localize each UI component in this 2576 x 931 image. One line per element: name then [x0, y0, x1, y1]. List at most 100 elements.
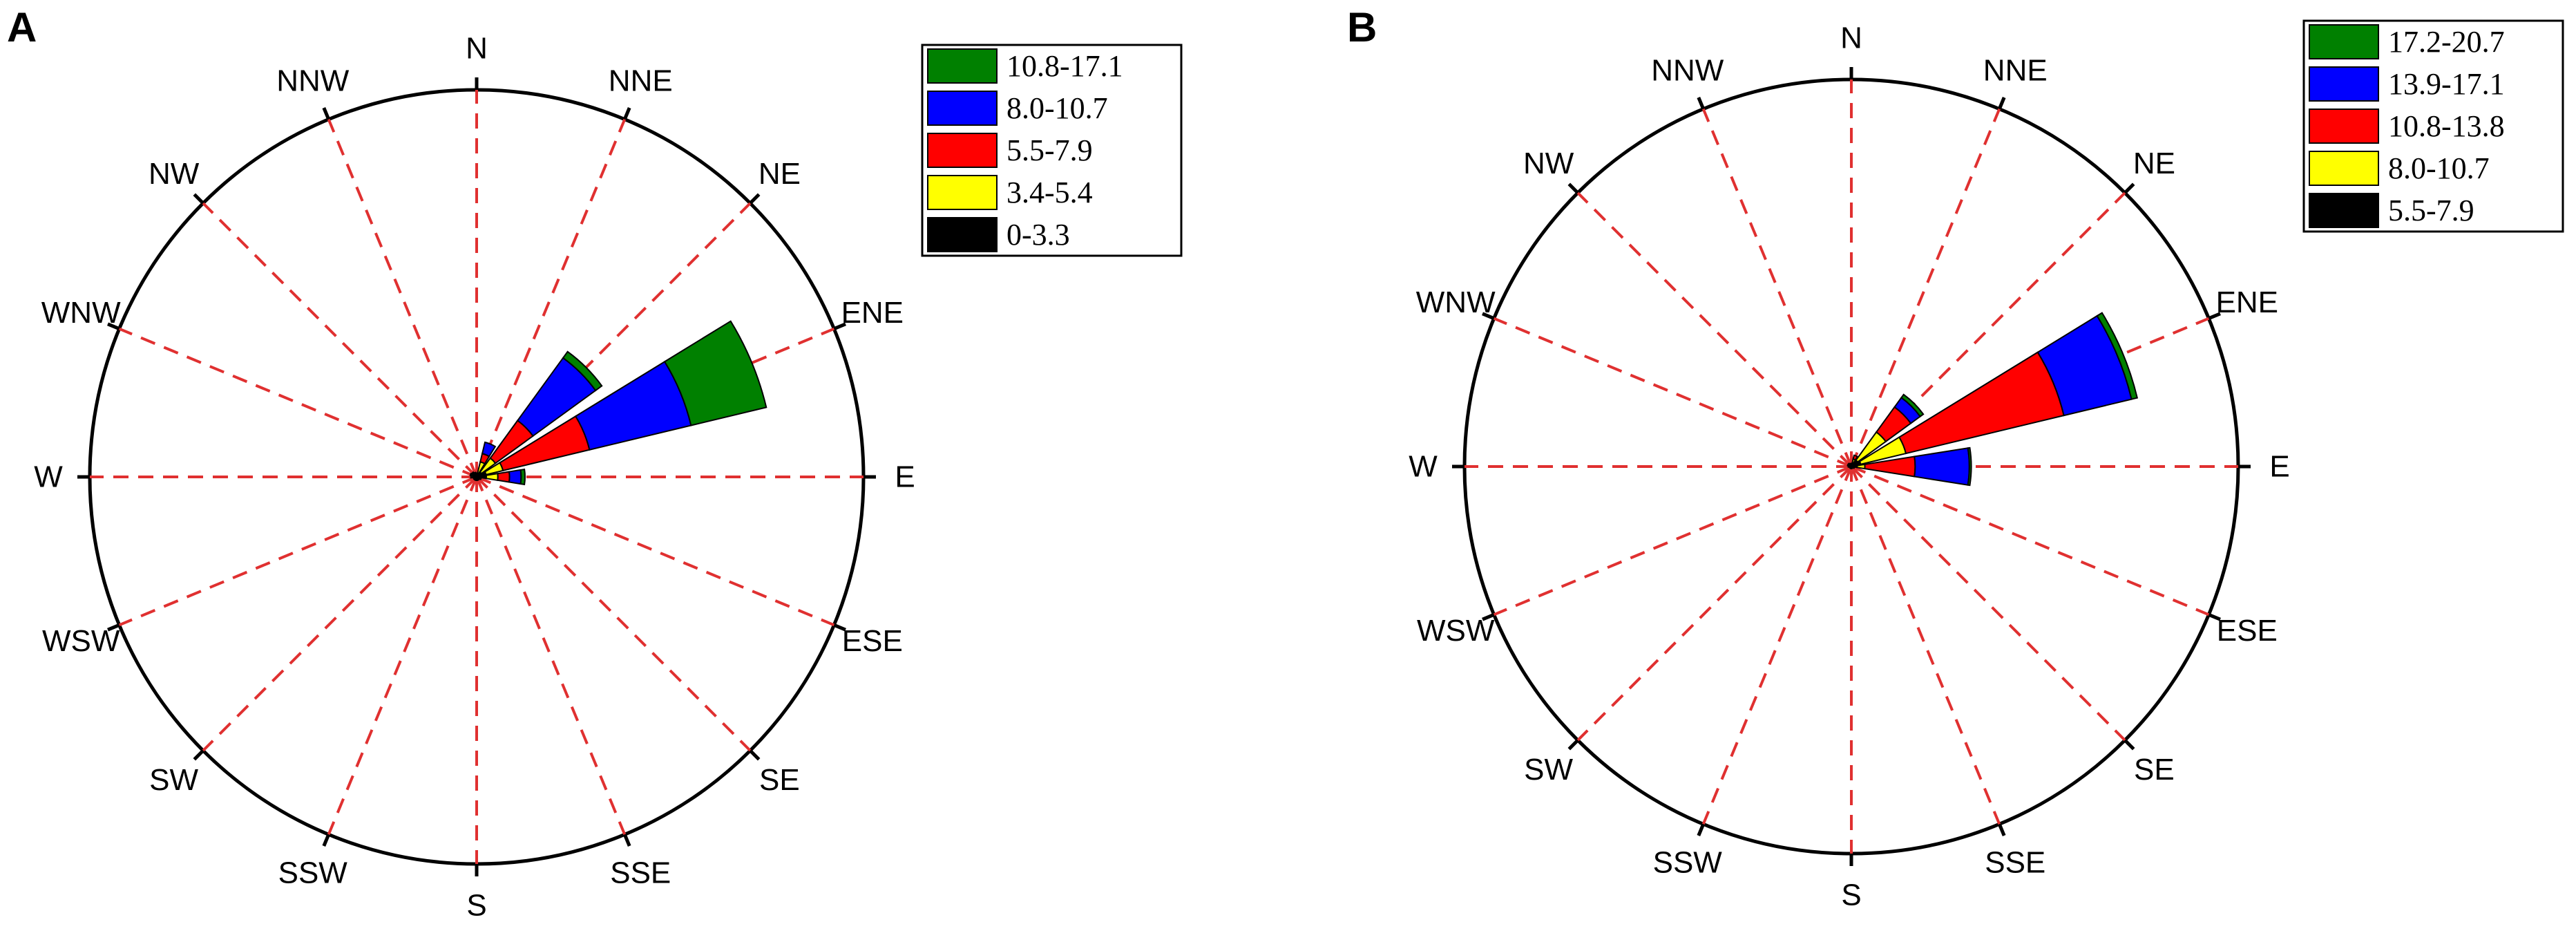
wedge-e-8-0-10-7 [508, 469, 522, 485]
tick-wnw [1482, 312, 1495, 321]
direction-label-sw: SW [149, 763, 198, 797]
gridline-se [1850, 465, 2126, 742]
panel-label: A [7, 4, 37, 50]
direction-label-sse: SSE [610, 856, 671, 890]
wedge-nnw-3-4-5-4 [473, 471, 477, 476]
direction-label-ssw: SSW [1653, 845, 1723, 879]
gridline-nne [475, 118, 627, 478]
gridline-wsw [1493, 465, 1852, 617]
legend-swatch-10-8-17-1 [927, 48, 998, 84]
legend-label-17-2-20-7: 17.2-20.7 [2388, 25, 2505, 59]
legend-swatch-5-5-7-9 [927, 133, 998, 168]
gridline-ssw [1701, 466, 1853, 825]
direction-label-ene: ENE [2216, 285, 2278, 319]
tick-se [2124, 739, 2135, 751]
legend-label-13-9-17-1: 13.9-17.1 [2388, 67, 2505, 101]
wedge-e-8-0-10-7 [1856, 463, 1866, 470]
tick-ssw [322, 834, 331, 847]
direction-label-nne: NNE [1983, 54, 2048, 88]
tick-nw [193, 193, 204, 205]
tick-nw [1567, 182, 1579, 194]
direction-label-sw: SW [1524, 753, 1573, 787]
direction-label-nnw: NNW [1651, 54, 1724, 88]
legend-swatch-10-8-13-8 [2309, 109, 2379, 144]
direction-label-n: N [466, 32, 488, 66]
legend-swatch-8-0-10-7 [2309, 151, 2379, 186]
legend-label-8-0-10-7: 8.0-10.7 [1006, 91, 1108, 125]
legend-label-10-8-13-8: 10.8-13.8 [2388, 109, 2505, 143]
wedge-ese-3-4-5-4 [478, 476, 482, 480]
tick-wsw [107, 623, 120, 632]
gridline-nnw [1701, 108, 1853, 467]
direction-label-nw: NW [1523, 147, 1574, 180]
wedge-e-13-9-17-1 [1914, 447, 1970, 486]
direction-label-nw: NW [149, 157, 200, 191]
gridline-ssw [327, 476, 478, 836]
direction-label-s: S [466, 889, 486, 923]
wedge-ne-17-2-20-7 [1900, 393, 1925, 417]
legend-label-5-5-7-9: 5.5-7.9 [1006, 133, 1093, 167]
wind-rose-panel-a: A N NNE NE ENE E ESE SE SSE S SSW SW WSW W WNW NW NNW 10.… [7, 4, 1183, 923]
legend: 17.2-20.7 13.9-17.1 10.8-13.8 8.0-10.7 5.5-7… [2302, 19, 2564, 233]
wedge-ene-10-8-17-1 [663, 320, 767, 426]
direction-label-sse: SSE [1985, 845, 2045, 879]
gridline-ese [476, 476, 835, 627]
wedge-e-10-8-17-1 [519, 468, 526, 486]
tick-se [749, 749, 761, 761]
direction-label-wsw: WSW [1417, 614, 1495, 648]
tick-ene [833, 322, 846, 331]
gridline-sw [1576, 465, 1853, 742]
direction-label-se: SE [2134, 753, 2175, 787]
direction-label-se: SE [759, 763, 800, 797]
legend-swatch-3-4-5-4 [927, 175, 998, 210]
gridline-wnw [118, 327, 477, 478]
wedge-e-5-5-7-9 [497, 471, 511, 483]
tick-ese [2208, 612, 2221, 621]
legend-swatch-17-2-20-7 [2309, 24, 2379, 59]
direction-label-n: N [1840, 21, 1862, 55]
tick-sw [193, 749, 204, 761]
tick-nne [622, 107, 631, 120]
direction-label-w: W [34, 460, 63, 494]
legend-swatch-5-5-7-9 [2309, 193, 2379, 228]
gridline-sse [475, 476, 627, 836]
gridline-se [475, 476, 752, 752]
legend-swatch-8-0-10-7 [927, 91, 998, 126]
wedge-nnw-8-0-10-7 [1849, 462, 1852, 466]
panel-label: B [1347, 4, 1377, 50]
direction-label-nne: NNE [609, 64, 673, 98]
tick-ssw [1697, 823, 1706, 836]
direction-label-wsw: WSW [42, 624, 120, 658]
gridline-sw [202, 476, 478, 752]
legend-swatch-13-9-17-1 [2309, 66, 2379, 102]
gridline-nw [202, 202, 478, 478]
gridline-nnw [327, 118, 478, 478]
direction-label-ne: NE [759, 157, 801, 191]
direction-label-ssw: SSW [278, 856, 348, 890]
gridline-sse [1850, 466, 2001, 825]
gridline-wsw [118, 476, 477, 627]
tick-wnw [107, 322, 120, 331]
direction-label-wnw: WNW [41, 296, 121, 330]
direction-label-ese: ESE [2217, 614, 2278, 648]
tick-ese [833, 623, 846, 632]
direction-label-s: S [1841, 878, 1861, 912]
tick-sw [1567, 739, 1579, 751]
wedge-e-3-4-5-4 [485, 473, 499, 481]
wind-rose-panel-b: B N NNE NE ENE E ESE SE SSE S SSW SW WSW W WNW NW NNW 17.… [1347, 4, 2564, 912]
legend-label-10-8-17-1: 10.8-17.1 [1006, 49, 1123, 83]
gridline-ese [1851, 465, 2210, 617]
direction-label-w: W [1409, 450, 1438, 484]
gridline-nw [1576, 191, 1853, 468]
wedge-ene-10-8-13-8 [1898, 351, 2065, 455]
tick-sse [622, 834, 631, 847]
legend-label-3-4-5-4: 3.4-5.4 [1006, 176, 1093, 209]
tick-ne [2124, 182, 2135, 194]
legend: 10.8-17.1 8.0-10.7 5.5-7.9 3.4-5.4 0-3.3 [921, 44, 1183, 257]
wedge-e-17-2-20-7 [1967, 446, 1972, 487]
gridline-wnw [1493, 317, 1852, 468]
gridline-nne [1850, 108, 2001, 467]
direction-label-wnw: WNW [1416, 285, 1496, 319]
legend-label-8-0-10-7: 8.0-10.7 [2388, 151, 2490, 185]
